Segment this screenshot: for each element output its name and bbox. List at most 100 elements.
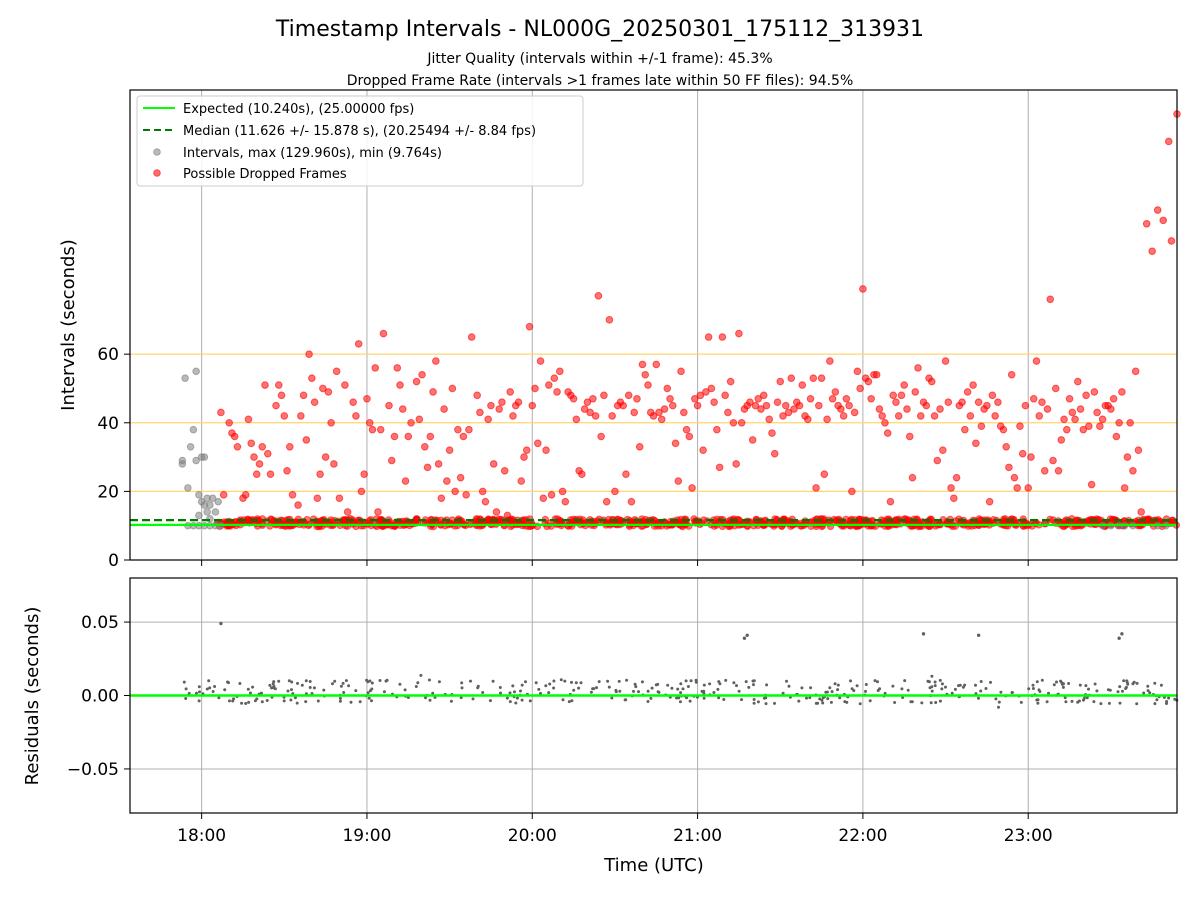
dropped-frame-point xyxy=(365,418,374,427)
residual-point xyxy=(520,683,524,687)
dropped-frame-point xyxy=(1087,480,1096,489)
dropped-frame-point xyxy=(1129,467,1137,475)
residual-point xyxy=(1059,679,1063,683)
dropped-frame-point xyxy=(432,357,440,365)
dropped-frame-point xyxy=(751,401,760,410)
residual-point xyxy=(338,699,342,703)
dropped-frame-point xyxy=(779,412,787,420)
dropped-frame-point xyxy=(806,394,815,403)
dropped-frame-point xyxy=(1076,405,1085,413)
residual-point xyxy=(1038,690,1042,693)
dropped-frame-point xyxy=(421,442,429,451)
residual-point xyxy=(717,680,721,684)
dropped-frame-point xyxy=(385,401,393,410)
residual-point xyxy=(828,686,832,690)
residual-point xyxy=(1146,689,1150,693)
residual-point xyxy=(1062,682,1065,686)
dropped-frame-point xyxy=(553,388,561,396)
interval-point xyxy=(206,501,214,509)
residual-point xyxy=(223,688,227,692)
residual-point xyxy=(686,685,690,688)
dropped-frame-point xyxy=(280,412,289,420)
interval-point xyxy=(192,456,200,465)
residual-point xyxy=(253,699,257,703)
dropped-frame-point xyxy=(462,491,470,499)
residual-point xyxy=(1078,683,1082,687)
residual-point xyxy=(567,700,571,704)
dropped-frame-point xyxy=(569,394,578,403)
residual-point xyxy=(597,680,601,684)
dropped-frame-point xyxy=(724,408,732,417)
residual-point xyxy=(347,684,351,688)
residual-point xyxy=(903,679,907,683)
dropped-frame-point xyxy=(357,487,366,496)
residual-point xyxy=(207,679,211,683)
residual-point xyxy=(548,682,552,686)
residual-point xyxy=(449,699,453,703)
dropped-frame-point xyxy=(440,405,448,413)
dropped-frame-point xyxy=(666,394,674,403)
dropped-frame-point xyxy=(1107,405,1115,413)
dropped-frame-point xyxy=(583,398,592,406)
residual-point xyxy=(505,696,509,700)
residual-point xyxy=(702,683,706,687)
dropped-frame-point xyxy=(528,401,537,410)
dropped-frame-point xyxy=(752,517,761,526)
dropped-frame-point xyxy=(1032,357,1041,365)
dropped-frame-point xyxy=(941,357,950,365)
chart-subtitle-dropped: Dropped Frame Rate (intervals >1 frames … xyxy=(347,73,854,89)
residual-point xyxy=(341,681,345,685)
legend: Expected (10.240s), (25.00000 fps) Media… xyxy=(136,95,584,187)
residual-point xyxy=(338,696,342,700)
residual-point xyxy=(1121,689,1124,693)
residual-point xyxy=(679,691,683,695)
dropped-frame-point xyxy=(258,442,267,451)
residual-point xyxy=(634,685,638,689)
dropped-frame-point xyxy=(958,398,966,406)
dropped-frame-point xyxy=(1057,436,1066,444)
dropped-frame-point xyxy=(396,381,404,389)
residual-point xyxy=(508,700,512,704)
dropped-frame-point xyxy=(1115,418,1123,427)
residual-point xyxy=(559,678,563,682)
dropped-frame-point xyxy=(1068,408,1077,417)
residual-point xyxy=(953,687,957,691)
residual-point xyxy=(539,691,542,695)
residual-point xyxy=(617,679,621,683)
residual-point xyxy=(265,699,269,702)
dropped-frame-point xyxy=(531,384,539,393)
dropped-frame-point xyxy=(319,384,327,393)
residual-point xyxy=(979,680,983,683)
dropped-frame-point xyxy=(349,398,357,406)
residual-point xyxy=(797,699,801,703)
dropped-frame-point xyxy=(1098,415,1107,424)
dropped-frame-point xyxy=(1038,398,1046,406)
residual-point xyxy=(561,698,565,702)
dropped-frame-point xyxy=(330,460,338,468)
dropped-frame-point xyxy=(390,432,399,441)
dropped-frame-point xyxy=(781,401,790,410)
residual-point xyxy=(534,681,538,685)
residual-point xyxy=(1116,690,1120,694)
residual-point xyxy=(633,682,637,686)
dropped-frame-point xyxy=(715,463,724,472)
dropped-frame-point xyxy=(784,408,793,417)
dropped-frame-point xyxy=(1018,449,1027,458)
dropped-frame-point xyxy=(886,497,895,506)
dropped-frame-point xyxy=(649,412,658,420)
residual-point xyxy=(681,687,685,691)
residual-point xyxy=(1085,696,1089,700)
residual-point xyxy=(312,686,316,690)
residual-point xyxy=(1052,683,1056,687)
dropped-frame-point xyxy=(1040,467,1049,475)
residual-point xyxy=(1135,702,1139,706)
dropped-frame-point xyxy=(1010,473,1019,482)
residual-point xyxy=(712,691,716,694)
dropped-frame-point xyxy=(718,333,727,341)
dropped-frame-point xyxy=(674,477,683,485)
dropped-frame-point xyxy=(655,408,663,417)
dropped-frame-point xyxy=(795,401,804,410)
residual-point xyxy=(1159,683,1163,687)
residual-point xyxy=(1082,698,1085,702)
residual-point xyxy=(997,700,1001,704)
